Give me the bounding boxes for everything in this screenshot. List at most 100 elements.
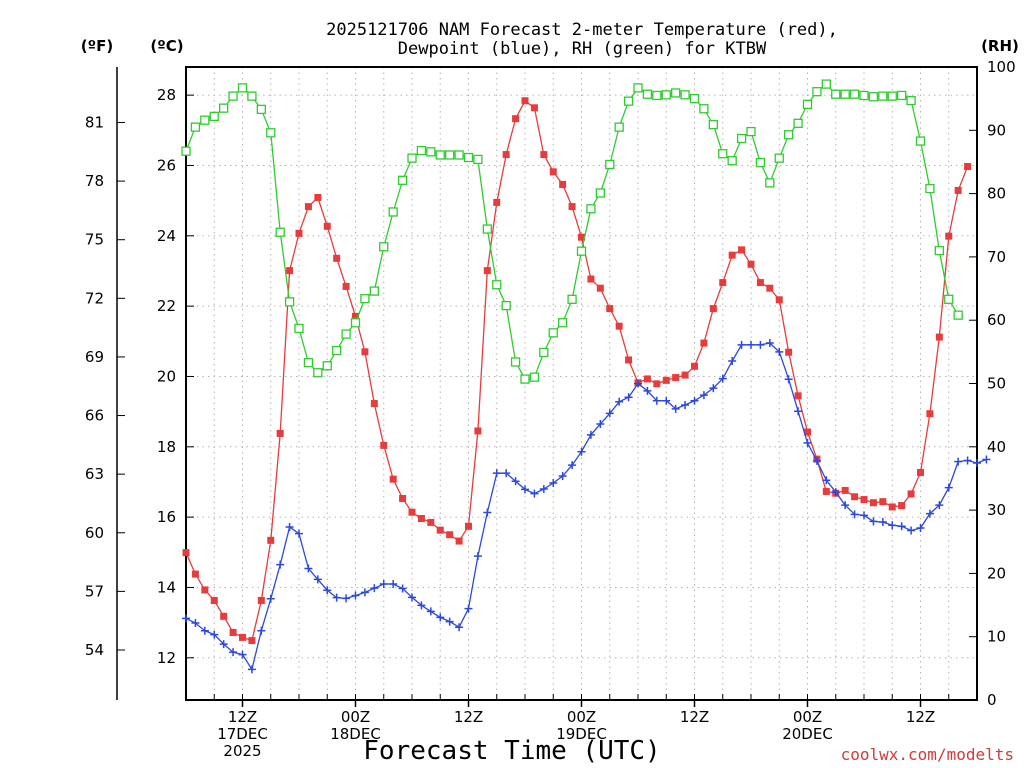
dewpoint-point	[718, 374, 727, 383]
temperature-point	[370, 400, 378, 408]
dewpoint-point	[944, 483, 953, 492]
rh-point	[755, 157, 766, 168]
dewpoint-point	[530, 489, 539, 498]
rh-point	[727, 156, 737, 166]
dewpoint-point	[247, 665, 256, 674]
fahrenheit-tick-label: 57	[85, 582, 104, 600]
celsius-tick-label: 22	[157, 297, 176, 315]
credit-text: coolwx.com/modelts	[841, 745, 1014, 764]
dewpoint-point	[916, 524, 925, 533]
rh-point	[266, 128, 276, 138]
rh-point	[934, 245, 944, 256]
rh-point	[332, 345, 342, 356]
rh-point	[426, 147, 436, 157]
dewpoint-point	[747, 340, 755, 349]
dewpoint-point	[360, 588, 369, 597]
rh-tick-label: 80	[987, 185, 1006, 203]
rh-tick-label: 30	[987, 501, 1006, 519]
temperature-point	[493, 198, 501, 206]
dewpoint-point	[200, 626, 209, 635]
rh-point	[473, 154, 483, 165]
dewpoint-point	[558, 471, 567, 480]
rh-point	[944, 294, 954, 304]
dewpoint-point	[624, 393, 633, 402]
rh-point	[209, 111, 219, 122]
dewpoint-point	[643, 386, 652, 395]
fahrenheit-tick-label: 54	[85, 641, 104, 659]
rh-point	[256, 104, 266, 115]
fahrenheit-tick-label: 81	[85, 113, 104, 131]
rh-point	[341, 329, 351, 339]
temperature-point	[662, 376, 670, 384]
dewpoint-point	[690, 396, 699, 405]
rh-point	[671, 88, 681, 98]
dewpoint-point	[841, 501, 850, 510]
celsius-tick-label: 16	[157, 508, 176, 526]
dewpoint-point	[982, 455, 991, 464]
dewpoint-point	[794, 407, 803, 416]
dewpoint-point	[408, 593, 416, 602]
temperature-point	[257, 596, 265, 604]
x-tick-label: 19DEC	[556, 725, 607, 743]
dewpoint-point	[502, 469, 511, 478]
dewpoint-point	[699, 391, 708, 400]
rh-point	[897, 90, 907, 101]
temperature-point	[672, 374, 680, 382]
temperature-point	[578, 233, 585, 241]
dewpoint-point	[483, 508, 492, 517]
dewpoint-point	[737, 340, 746, 349]
temperature-point	[653, 380, 661, 388]
temperature-point	[738, 246, 746, 254]
x-tick-label: 18DEC	[330, 725, 381, 743]
rh-point	[652, 90, 662, 101]
temperature-point	[879, 498, 887, 506]
x-tick-label: 12Z	[454, 708, 483, 726]
rh-point	[812, 87, 822, 97]
rh-point	[680, 90, 690, 100]
dewpoint-point	[191, 618, 200, 627]
temperature-point	[625, 356, 633, 364]
dewpoint-point	[897, 522, 906, 531]
temperature-point	[756, 279, 764, 287]
rh-point	[501, 300, 511, 311]
rh-tick-label: 50	[987, 375, 1006, 393]
x-tick-label: 12Z	[228, 708, 257, 726]
dewpoint-point	[935, 501, 944, 510]
dewpoint-point	[351, 591, 360, 600]
rh-axis-label: (RH)	[981, 37, 1019, 55]
fahrenheit-tick-label: 75	[85, 231, 104, 249]
dewpoint-point	[370, 584, 379, 593]
temperature-point	[851, 493, 859, 501]
temperature-point	[191, 570, 199, 578]
rh-point	[445, 150, 455, 160]
dewpoint-point	[728, 356, 737, 365]
dewpoint-point	[596, 419, 605, 428]
dewpoint-point	[681, 400, 690, 409]
dewpoint-point	[878, 518, 887, 527]
temperature-point	[521, 97, 529, 105]
rh-point	[313, 368, 323, 378]
temperature-point	[361, 348, 369, 356]
temperature-point	[455, 537, 463, 545]
temperature-point	[239, 633, 246, 641]
rh-point	[699, 104, 709, 114]
rh-point	[275, 227, 285, 237]
temperature-point	[408, 508, 416, 516]
temperature-point	[342, 282, 350, 290]
rh-point	[689, 94, 700, 104]
temperature-point	[210, 596, 218, 604]
dewpoint-point	[332, 593, 341, 602]
temperature-point	[474, 427, 482, 435]
temperature-point	[549, 168, 557, 176]
dewpoint-point	[662, 396, 671, 405]
dewpoint-point	[266, 594, 275, 603]
rh-point	[614, 122, 624, 132]
rh-point	[200, 115, 210, 125]
rh-point	[859, 90, 869, 101]
rh-point	[435, 150, 445, 160]
temperature-point	[427, 518, 435, 526]
fahrenheit-axis-label: (ºF)	[81, 37, 113, 55]
temperature-point	[267, 536, 275, 544]
rh-point	[595, 188, 605, 198]
